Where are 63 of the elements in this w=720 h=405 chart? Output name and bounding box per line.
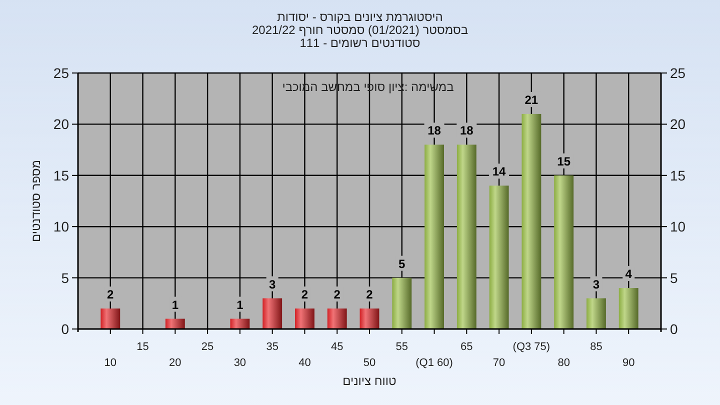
bar (522, 114, 542, 329)
y2-tick-label: 15 (670, 167, 686, 184)
data-label: 4 (625, 267, 632, 282)
x-tick-label: 10 (104, 357, 117, 369)
y-axis-title: מספר סטודנטים (29, 160, 43, 242)
x-tick-label: 85 (590, 341, 602, 353)
bar (295, 308, 314, 329)
bar (327, 308, 347, 329)
y-tick-label: 25 (53, 65, 70, 81)
data-label: 1 (236, 298, 244, 312)
y2-tick-label: 10 (670, 218, 686, 235)
x-tick-label: 25 (201, 341, 214, 353)
bar (586, 298, 606, 329)
data-label: 15 (557, 154, 571, 168)
bar (360, 308, 380, 329)
y2-tick-label: 25 (670, 65, 686, 81)
y2-tick-label: 0 (670, 321, 678, 337)
data-label: 18 (428, 124, 442, 138)
data-label: 2 (301, 288, 308, 302)
y2-tick-label: 20 (670, 116, 686, 132)
data-label: 2 (107, 288, 114, 302)
bar (424, 144, 444, 329)
x-tick-label: 40 (298, 357, 311, 369)
data-label: 3 (592, 277, 600, 292)
data-label: 21 (524, 92, 538, 107)
y2-tick-label: 5 (670, 270, 678, 286)
bar (456, 144, 476, 329)
x-tick-label: 30 (234, 357, 246, 369)
chart-title: היסטוגרמת ציונים בקורס - יסודות (277, 10, 443, 24)
bar (165, 318, 185, 329)
chart-subtitle: בסמסטר (01/2021) סמסטר חורף 2021/22 סטודנטים רשומים - 111 (252, 23, 468, 50)
x-tick-label: 90 (622, 357, 635, 369)
data-label: 3 (268, 277, 276, 292)
data-label: 2 (366, 288, 374, 302)
bar (100, 308, 120, 329)
y-tick-label: 15 (53, 167, 70, 184)
x-axis-title: טווח ציונים (342, 374, 397, 388)
data-label: 18 (460, 124, 474, 138)
bar (230, 318, 250, 329)
data-label: 2 (334, 288, 341, 302)
x-tick-label: 35 (266, 341, 278, 353)
x-tick-label: 70 (492, 357, 506, 369)
y-tick-label: 5 (61, 270, 70, 286)
x-tick-label: (Q1 60) (416, 357, 453, 369)
data-label: 14 (492, 164, 506, 179)
bar (618, 288, 638, 329)
x-tick-label: 65 (460, 341, 473, 353)
bar (392, 278, 412, 329)
x-tick-label: 80 (558, 357, 570, 369)
y-tick-label: 0 (61, 321, 70, 337)
y-tick-label: 10 (53, 218, 70, 235)
x-tick-label: 55 (396, 341, 408, 353)
x-tick-label: 20 (169, 357, 182, 369)
bar (489, 186, 509, 329)
data-label: 5 (398, 256, 406, 271)
bar (554, 175, 574, 329)
x-tick-label: 50 (363, 357, 376, 369)
bar (262, 298, 282, 329)
x-tick-label: 45 (330, 341, 344, 353)
y-tick-label: 20 (53, 116, 70, 132)
data-label: 1 (172, 298, 179, 312)
x-tick-label: 15 (136, 341, 149, 353)
x-tick-label: (Q3 75) (512, 341, 550, 353)
